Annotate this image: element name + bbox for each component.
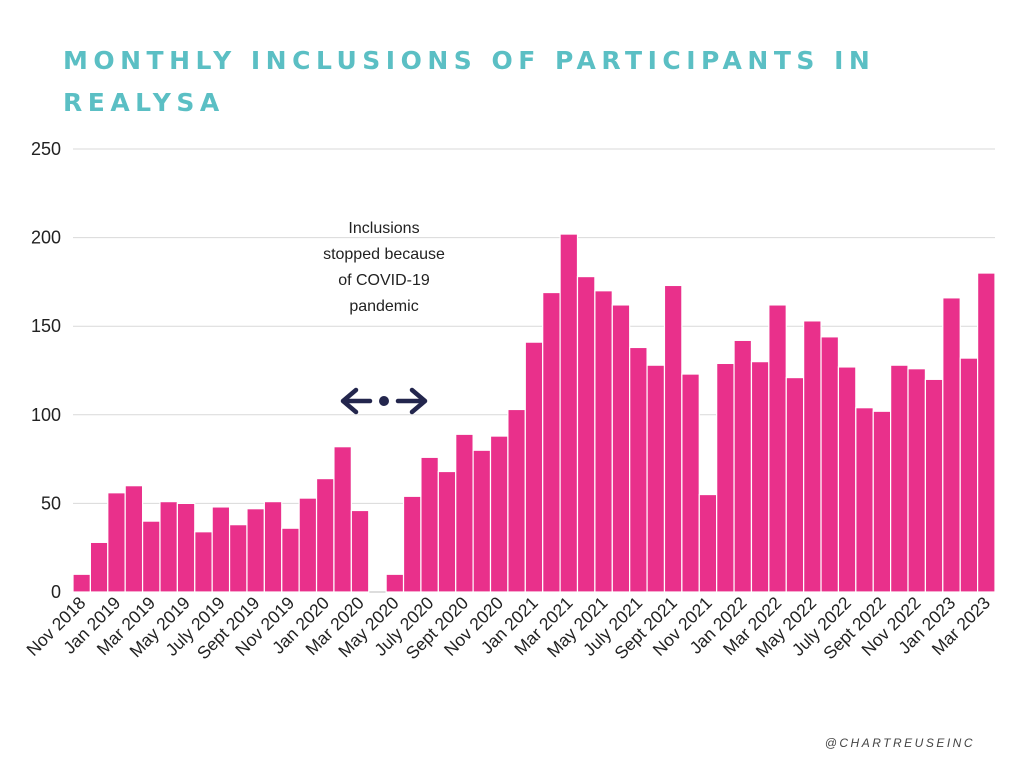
credit-label: @CHARTREUSEINC bbox=[824, 736, 975, 750]
bar bbox=[211, 506, 231, 593]
bar bbox=[420, 456, 439, 593]
y-tick-label: 200 bbox=[31, 228, 61, 248]
bar bbox=[542, 291, 561, 593]
bar bbox=[576, 275, 596, 593]
bar bbox=[72, 573, 91, 593]
y-tick-label: 50 bbox=[41, 493, 61, 513]
bar bbox=[890, 364, 909, 593]
arrow-right-head bbox=[409, 387, 428, 415]
bar bbox=[315, 477, 335, 593]
chart-title: MONTHLY INCLUSIONS OF PARTICIPANTS IN RE… bbox=[63, 46, 876, 117]
bar bbox=[611, 304, 631, 593]
covid-annotation: Inclusions stopped because of COVID-19 p… bbox=[323, 220, 445, 315]
bar bbox=[924, 378, 944, 593]
pause-arrow-icon bbox=[340, 387, 428, 415]
bar bbox=[855, 407, 874, 593]
bar bbox=[733, 339, 753, 593]
bar bbox=[559, 233, 579, 593]
bar bbox=[768, 304, 787, 593]
bar bbox=[124, 485, 144, 593]
bar bbox=[837, 366, 857, 593]
y-tick-label: 250 bbox=[31, 139, 61, 159]
bar bbox=[159, 501, 178, 593]
bar bbox=[489, 435, 509, 593]
bar bbox=[89, 541, 109, 593]
bar bbox=[594, 290, 613, 593]
bar bbox=[663, 284, 683, 593]
bar bbox=[872, 410, 892, 593]
bar bbox=[228, 524, 248, 593]
bar bbox=[281, 527, 300, 593]
bar bbox=[681, 373, 700, 593]
bar bbox=[176, 502, 196, 593]
bar bbox=[820, 336, 840, 593]
bar bbox=[385, 573, 405, 593]
bar bbox=[333, 446, 352, 593]
bar bbox=[472, 449, 492, 593]
bar bbox=[785, 376, 805, 593]
bar bbox=[437, 470, 457, 593]
bar bbox=[263, 501, 283, 593]
arrow-center-dot bbox=[379, 396, 389, 406]
bar bbox=[977, 272, 996, 593]
bar bbox=[350, 509, 370, 593]
bar bbox=[803, 320, 822, 593]
bar bbox=[507, 408, 526, 593]
bar bbox=[907, 368, 927, 593]
bars bbox=[72, 233, 996, 593]
bar bbox=[750, 361, 770, 593]
y-tick-label: 100 bbox=[31, 405, 61, 425]
bar bbox=[402, 495, 422, 593]
bar bbox=[959, 357, 979, 593]
bar bbox=[698, 493, 718, 593]
bar bbox=[455, 433, 474, 593]
y-tick-label: 150 bbox=[31, 316, 61, 336]
bar bbox=[107, 492, 126, 593]
bar bbox=[629, 346, 648, 593]
y-axis-ticks: 0 50 100 150 200 250 bbox=[31, 139, 61, 602]
bar bbox=[646, 364, 666, 593]
bar bbox=[246, 508, 265, 593]
bar bbox=[942, 297, 961, 593]
bar bbox=[298, 497, 318, 593]
bar bbox=[141, 520, 161, 593]
bar bbox=[194, 531, 213, 593]
y-tick-label: 0 bbox=[51, 582, 61, 602]
bar bbox=[524, 341, 544, 593]
arrow-left-head bbox=[340, 387, 359, 415]
bar bbox=[716, 362, 735, 593]
